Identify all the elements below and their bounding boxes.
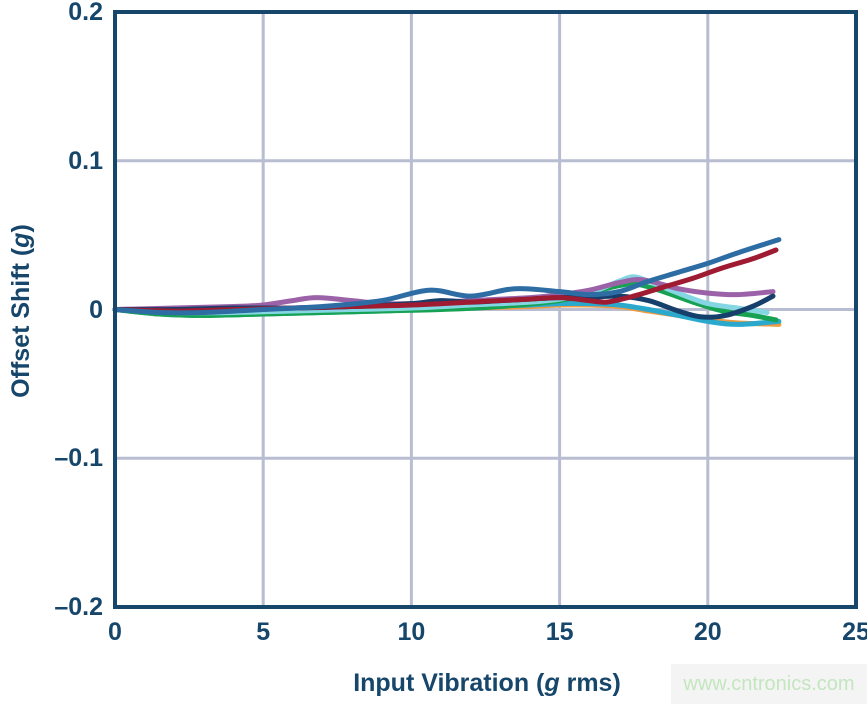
x-tick-label: 0 <box>108 618 122 646</box>
series-line-steel-blue <box>112 237 782 316</box>
y-tick-label: 0.2 <box>68 0 103 26</box>
x-axis-title: Input Vibration (g rms) <box>287 667 687 699</box>
series-line-dark-red <box>112 247 779 314</box>
x-tick-label: 10 <box>397 618 426 646</box>
x-tick-label: 15 <box>545 618 574 646</box>
y-tick-label: –0.2 <box>54 593 103 621</box>
plot-border <box>113 10 858 609</box>
y-tick-label: 0.1 <box>68 146 103 175</box>
y-axis-title-italic-g: g <box>7 232 35 248</box>
x-tick-label: 20 <box>693 618 722 646</box>
watermark: www.cntronics.com <box>671 664 867 704</box>
series-lines <box>112 237 782 327</box>
y-axis-title-close: ) <box>7 224 35 233</box>
y-tick-label: –0.1 <box>54 444 103 473</box>
x-axis-title-text: Input Vibration ( <box>353 669 545 697</box>
y-tick-label: 0 <box>89 295 103 324</box>
x-tick-label: 25 <box>842 618 867 646</box>
x-tick-label: 5 <box>256 618 271 646</box>
x-axis-title-close: rms) <box>559 669 621 697</box>
x-axis-title-italic-g: g <box>544 669 560 697</box>
